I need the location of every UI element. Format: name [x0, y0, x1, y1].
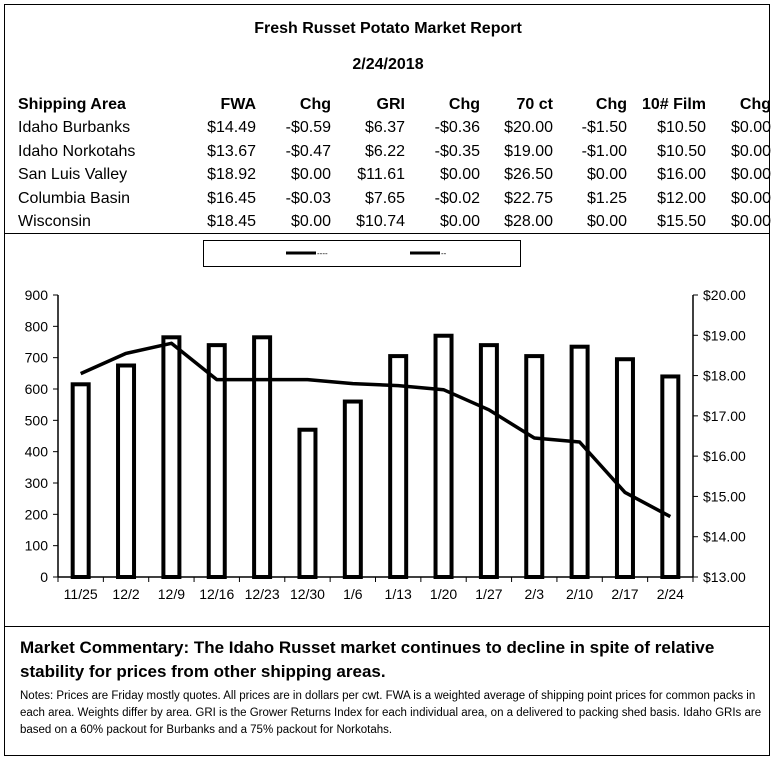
table-header-row: Shipping Area FWA Chg GRI Chg 70 ct Chg … [18, 93, 771, 117]
table-cell: -$1.00 [581, 142, 627, 160]
table-cell: $0.00 [730, 166, 771, 184]
table-cell: $0.00 [730, 119, 771, 137]
table-cell: $16.00 [657, 166, 706, 184]
table-cell: -$1.50 [581, 119, 627, 137]
report-title: Fresh Russet Potato Market Report [254, 20, 522, 37]
table-cell: $18.45 [207, 213, 256, 231]
table-cell: $10.74 [356, 213, 405, 231]
table-cell: $18.92 [207, 166, 256, 184]
header-gri-chg: Chg [448, 95, 480, 113]
table-cell: $16.45 [207, 189, 256, 207]
table-cell: $12.00 [657, 189, 706, 207]
header-shipping-area: Shipping Area [18, 95, 126, 113]
table-cell: $0.00 [730, 189, 771, 207]
table-cell: -$0.36 [434, 119, 480, 137]
table-row: Wisconsin $18.45 $0.00 $10.74 $0.00 $28.… [18, 211, 771, 235]
table-cell: $0.00 [730, 213, 771, 231]
table-cell: Idaho Norkotahs [18, 142, 136, 160]
table-row: San Luis Valley $18.92 $0.00 $11.61 $0.0… [18, 164, 771, 188]
table-row: Idaho Burbanks $14.49 -$0.59 $6.37 -$0.3… [18, 117, 771, 141]
table-cell: $14.49 [207, 119, 256, 137]
table-cell: Idaho Burbanks [18, 119, 131, 137]
table-cell: -$0.03 [285, 189, 331, 207]
table-cell: $0.00 [290, 213, 331, 231]
table-cell: $0.00 [439, 213, 480, 231]
table-row: Columbia Basin $16.45 -$0.03 $7.65 -$0.0… [18, 187, 771, 211]
table-cell: $7.65 [364, 189, 405, 207]
table-cell: San Luis Valley [18, 166, 128, 184]
table-cell: $6.37 [364, 119, 405, 137]
legend-swatches: ---- -- [286, 249, 447, 258]
chart-box [4, 233, 770, 627]
table-cell: $19.00 [504, 142, 553, 160]
table-cell: $26.50 [504, 166, 553, 184]
table-cell: $1.25 [586, 189, 627, 207]
legend-label-2: -- [441, 249, 447, 258]
table-cell: Wisconsin [18, 213, 91, 231]
table-cell: $6.22 [364, 142, 405, 160]
report-notes: Notes: Prices are Friday mostly quotes. … [20, 690, 762, 736]
table-row: Idaho Norkotahs $13.67 -$0.47 $6.22 -$0.… [18, 140, 771, 164]
report-date: 2/24/2018 [352, 56, 424, 73]
table-cell: -$0.59 [285, 119, 331, 137]
header-fwa: FWA [220, 95, 256, 113]
table-cell: $10.50 [657, 142, 706, 160]
header-70ct: 70 ct [516, 95, 553, 113]
header-10-film: 10# Film [641, 95, 706, 113]
market-commentary: Market Commentary: The Idaho Russet mark… [20, 638, 715, 681]
table-cell: $0.00 [730, 142, 771, 160]
chart-legend: ---- -- [203, 240, 521, 267]
header-gri: GRI [376, 95, 405, 113]
table-cell: -$0.02 [434, 189, 480, 207]
table-cell: $20.00 [504, 119, 553, 137]
table-cell: $11.61 [357, 166, 405, 184]
table-cell: $0.00 [586, 213, 627, 231]
price-table: Shipping Area FWA Chg GRI Chg 70 ct Chg … [18, 93, 771, 234]
table-cell: -$0.35 [434, 142, 480, 160]
header-10-film-chg: Chg [739, 95, 771, 113]
table-cell: $0.00 [439, 166, 480, 184]
table-cell: $10.50 [657, 119, 706, 137]
table-cell: $13.67 [207, 142, 256, 160]
table-cell: $0.00 [290, 166, 331, 184]
report-frame [4, 4, 770, 756]
table-cell: $15.50 [657, 213, 706, 231]
table-cell: Columbia Basin [18, 189, 131, 207]
legend-label-1: ---- [317, 249, 328, 258]
table-cell: $28.00 [504, 213, 553, 231]
table-cell: $22.75 [504, 189, 553, 207]
table-cell: $0.00 [586, 166, 627, 184]
header-fwa-chg: Chg [299, 95, 331, 113]
table-cell: -$0.47 [285, 142, 331, 160]
header-70ct-chg: Chg [595, 95, 627, 113]
